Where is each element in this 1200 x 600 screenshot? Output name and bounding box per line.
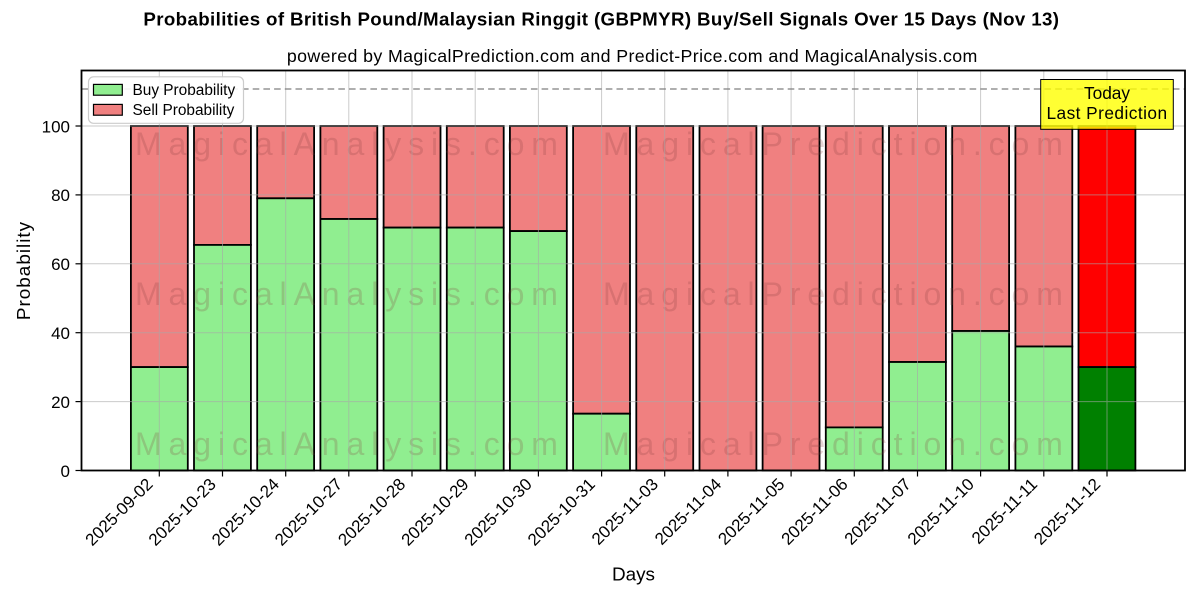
svg-text:80: 80 bbox=[51, 186, 70, 205]
svg-text:Probability: Probability bbox=[14, 221, 35, 320]
svg-text:20: 20 bbox=[51, 393, 70, 412]
svg-text:Probabilities of British Pound: Probabilities of British Pound/Malaysian… bbox=[143, 8, 1059, 29]
svg-text:MagicalAnalysis.com: MagicalAnalysis.com bbox=[135, 126, 565, 162]
svg-text:MagicalPrediction.com: MagicalPrediction.com bbox=[603, 276, 1070, 312]
svg-text:Today: Today bbox=[1084, 83, 1130, 103]
svg-text:60: 60 bbox=[51, 255, 70, 274]
svg-text:MagicalPrediction.com: MagicalPrediction.com bbox=[603, 126, 1070, 162]
svg-text:Last Prediction: Last Prediction bbox=[1046, 103, 1167, 123]
svg-text:MagicalAnalysis.com: MagicalAnalysis.com bbox=[135, 426, 565, 462]
svg-text:MagicalAnalysis.com: MagicalAnalysis.com bbox=[135, 276, 565, 312]
svg-text:Buy Probability: Buy Probability bbox=[133, 82, 236, 99]
svg-text:Sell Probability: Sell Probability bbox=[133, 102, 235, 119]
svg-text:0: 0 bbox=[61, 462, 70, 481]
svg-text:100: 100 bbox=[42, 117, 70, 136]
svg-text:MagicalPrediction.com: MagicalPrediction.com bbox=[603, 426, 1070, 462]
svg-text:Days: Days bbox=[612, 565, 655, 586]
svg-text:40: 40 bbox=[51, 324, 70, 343]
svg-text:powered by MagicalPrediction.c: powered by MagicalPrediction.com and Pre… bbox=[287, 46, 978, 66]
